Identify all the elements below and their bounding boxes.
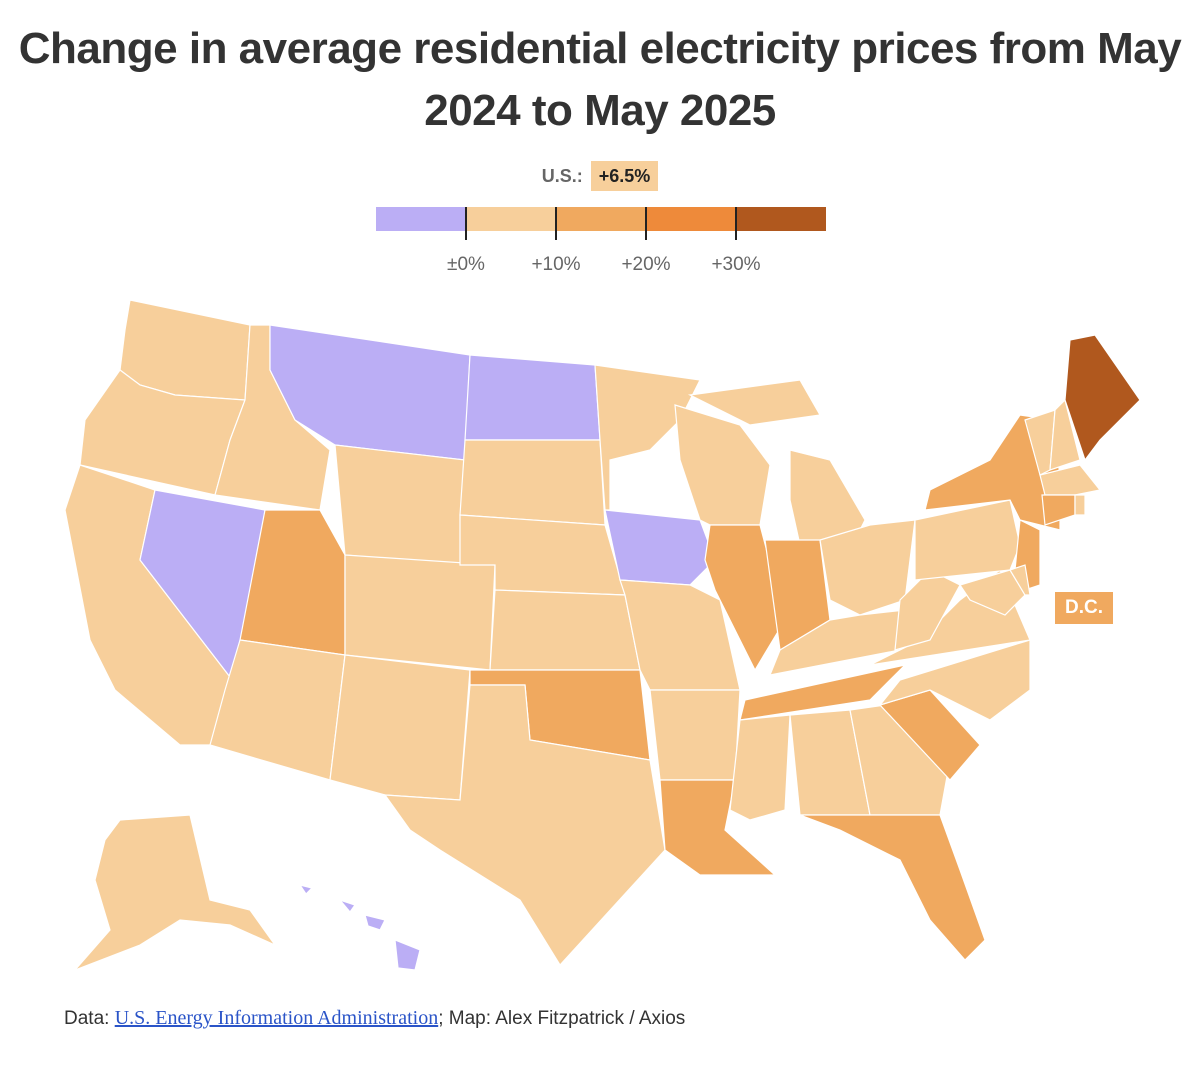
state-sd bbox=[459, 439, 606, 526]
legend-bin-3 bbox=[646, 207, 736, 231]
legend-tick bbox=[735, 207, 737, 240]
legend-bin-0 bbox=[376, 207, 466, 231]
source-link[interactable]: U.S. Energy Information Administration bbox=[114, 1007, 439, 1029]
legend-tick-label: ±0% bbox=[447, 254, 485, 275]
state-ms bbox=[729, 714, 791, 821]
state-nc bbox=[878, 639, 1031, 721]
state-wy bbox=[334, 444, 466, 566]
state-me bbox=[1064, 334, 1141, 462]
state-hi bbox=[394, 939, 421, 971]
legend-tick bbox=[465, 207, 467, 240]
color-legend bbox=[376, 207, 826, 231]
map-credit: ; Map: Alex Fitzpatrick / Axios bbox=[438, 1008, 686, 1029]
state-md bbox=[959, 569, 1026, 616]
dc-badge: D.C. bbox=[1055, 592, 1113, 624]
legend-tick-label: +10% bbox=[531, 254, 581, 275]
state-ar bbox=[649, 689, 741, 781]
legend-tick-label: +20% bbox=[621, 254, 671, 275]
state-ia bbox=[604, 509, 716, 586]
state-ri bbox=[1074, 494, 1086, 516]
state-ma bbox=[1039, 464, 1102, 496]
legend-tick-label: +30% bbox=[711, 254, 761, 275]
state-ak bbox=[74, 814, 277, 971]
state-mn bbox=[594, 364, 701, 511]
state-fl bbox=[799, 814, 986, 961]
legend-tick bbox=[555, 207, 557, 240]
legend-bin-4 bbox=[736, 207, 826, 231]
state-tx bbox=[383, 684, 666, 966]
state-il bbox=[704, 524, 786, 672]
state-ct bbox=[1041, 494, 1076, 526]
state-nm bbox=[329, 654, 471, 801]
state-hi bbox=[364, 914, 386, 931]
chart-title: Change in average residential electricit… bbox=[18, 24, 1182, 135]
state-tn bbox=[739, 663, 907, 721]
state-nd bbox=[464, 354, 601, 441]
us-value: +6.5% bbox=[590, 161, 659, 191]
state-hi bbox=[338, 898, 356, 913]
data-prefix: Data: bbox=[64, 1008, 115, 1029]
us-summary: U.S.: +6.5% bbox=[0, 161, 1200, 191]
us-label: U.S.: bbox=[541, 166, 583, 186]
state-ks bbox=[489, 589, 641, 671]
legend-tick bbox=[645, 207, 647, 240]
legend-bin-2 bbox=[556, 207, 646, 231]
state-de bbox=[1009, 564, 1031, 596]
state-nh bbox=[1049, 398, 1081, 471]
legend-bin-1 bbox=[466, 207, 556, 231]
footer-credit: Data: U.S. Energy Information Administra… bbox=[64, 1007, 685, 1030]
state-pa bbox=[914, 499, 1021, 581]
state-mi bbox=[687, 379, 821, 426]
state-az bbox=[209, 639, 346, 781]
state-hi bbox=[298, 884, 314, 895]
state-co bbox=[344, 554, 496, 671]
